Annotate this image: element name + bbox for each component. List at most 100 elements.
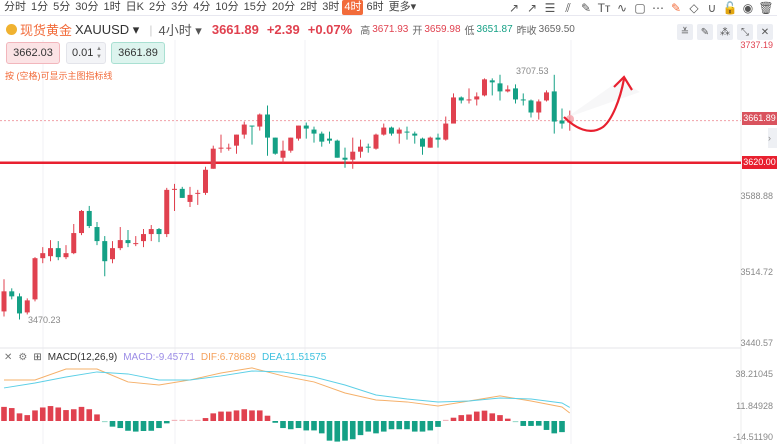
lock-icon[interactable]: 🔓	[722, 1, 738, 15]
candle	[513, 84, 518, 104]
candle	[125, 230, 131, 248]
ray-icon[interactable]: ↗	[526, 1, 538, 15]
timeframe-tab[interactable]: 10分	[215, 1, 239, 13]
candle	[404, 126, 410, 140]
gear-icon[interactable]: ⚙	[18, 352, 28, 363]
pen-icon[interactable]: ✎	[580, 1, 592, 15]
panel-button[interactable]: ⁂	[717, 24, 733, 40]
panel-button[interactable]: ✕	[757, 24, 773, 40]
candle-body	[404, 131, 410, 133]
timeframe-tab[interactable]: 15分	[243, 1, 267, 13]
macd-bar	[427, 421, 434, 431]
prev-close-label: 昨收	[516, 26, 537, 37]
panel-button[interactable]: ✎	[697, 24, 713, 40]
candle-body	[288, 137, 294, 151]
low-value: 3651.87	[476, 24, 513, 35]
candle-body	[187, 194, 193, 202]
candle	[505, 85, 511, 93]
rect-icon[interactable]: ▢	[634, 1, 646, 15]
magnet-icon[interactable]: ∪	[707, 1, 717, 15]
arrowhead-icon	[613, 75, 633, 91]
timeframe-tab[interactable]: 更多▾	[388, 1, 417, 13]
macd-bar	[8, 408, 15, 421]
close-icon[interactable]: ✕	[4, 352, 13, 363]
candle	[71, 224, 77, 255]
candle-body	[48, 248, 53, 257]
candle	[86, 205, 92, 229]
axis-max: 3737.19	[740, 40, 773, 50]
candle	[24, 298, 30, 315]
macd-bar	[225, 411, 232, 421]
period-select[interactable]: 4小时 ▾	[158, 23, 202, 38]
timeframe-tab[interactable]: 30分	[75, 1, 99, 13]
macd-bar	[334, 421, 341, 442]
edit-icon[interactable]: ✎	[670, 1, 682, 15]
timeframe-tab[interactable]: 1时	[103, 1, 121, 13]
level-price-tag[interactable]: 3620.00	[742, 156, 777, 169]
trash-icon[interactable]: 🗑	[758, 1, 774, 15]
expand-icon[interactable]: ⊞	[33, 352, 42, 363]
candle	[17, 293, 22, 320]
buy-button[interactable]: 3661.89	[111, 42, 165, 64]
candle-body	[141, 234, 146, 242]
fan-icon[interactable]: ⫽	[565, 0, 571, 15]
wave-icon[interactable]: ∿	[616, 1, 628, 15]
candle	[466, 88, 472, 104]
macd-bar	[47, 406, 54, 421]
timeframe-tab[interactable]: 5分	[53, 1, 71, 13]
candle-body	[365, 146, 371, 148]
candle-body	[296, 125, 301, 139]
timeframe-tab[interactable]: 3时	[322, 1, 340, 13]
macd-bar	[303, 421, 310, 431]
macd-bar	[233, 410, 240, 421]
eraser-icon[interactable]: ◇	[689, 1, 699, 15]
macd-bar	[256, 410, 263, 421]
candle	[63, 245, 69, 260]
macd-bar	[171, 419, 178, 421]
candle	[458, 96, 464, 104]
candle-body	[435, 137, 441, 140]
candle	[79, 209, 84, 236]
timeframe-tab[interactable]: 2时	[300, 1, 318, 13]
panel-button[interactable]: ⤡	[737, 24, 753, 40]
panel-button[interactable]: ≚	[677, 24, 693, 40]
timeframe-tab[interactable]: 2分	[148, 1, 167, 13]
macd-bar	[551, 421, 558, 434]
candle-body	[179, 188, 185, 198]
symbol-select[interactable]: XAUUSD ▾	[75, 21, 140, 37]
timeframe-tab[interactable]: 6时	[366, 1, 384, 13]
open-label: 开	[412, 26, 423, 37]
sell-button[interactable]: 3662.03	[6, 42, 60, 64]
timeframe-tab[interactable]: 分时	[4, 1, 26, 13]
stepper-arrows-icon[interactable]: ▲ ▼	[96, 46, 102, 60]
timeframe-tab[interactable]: 4时	[342, 0, 364, 15]
macd-bar	[86, 409, 93, 421]
text-icon[interactable]: Tт	[597, 1, 611, 15]
fib-icon[interactable]: ☰	[544, 1, 556, 15]
candle	[226, 143, 232, 151]
macd-bar	[94, 414, 100, 421]
candle	[497, 74, 503, 101]
candle	[389, 126, 394, 136]
symbol-header: 现货黄金 XAUUSD ▾ | 4小时 ▾ 3661.89 +2.39 +0.0…	[6, 20, 575, 39]
timeframe-tab[interactable]: 20分	[271, 1, 296, 13]
line-icon[interactable]: ↗	[508, 1, 520, 15]
timeframe-tab[interactable]: 4分	[193, 1, 211, 13]
more-icon[interactable]: ⋯	[652, 1, 664, 15]
macd-bar	[32, 410, 38, 421]
eye-icon[interactable]: ◉	[742, 1, 754, 15]
candle-body	[482, 79, 487, 96]
scroll-right-handle[interactable]: ›	[768, 128, 777, 148]
candle-body	[497, 83, 503, 92]
candle	[342, 147, 348, 168]
quantity-stepper[interactable]: 0.01 ▲ ▼	[66, 42, 106, 64]
candle-body	[412, 133, 418, 136]
timeframe-tab[interactable]: 日K	[125, 1, 144, 13]
macd-bar	[497, 415, 503, 421]
candle-body	[358, 146, 363, 152]
candle	[9, 288, 15, 300]
timeframe-tab[interactable]: 1分	[31, 1, 49, 13]
macd-bar	[458, 415, 465, 421]
timeframe-tab[interactable]: 3分	[171, 1, 189, 13]
